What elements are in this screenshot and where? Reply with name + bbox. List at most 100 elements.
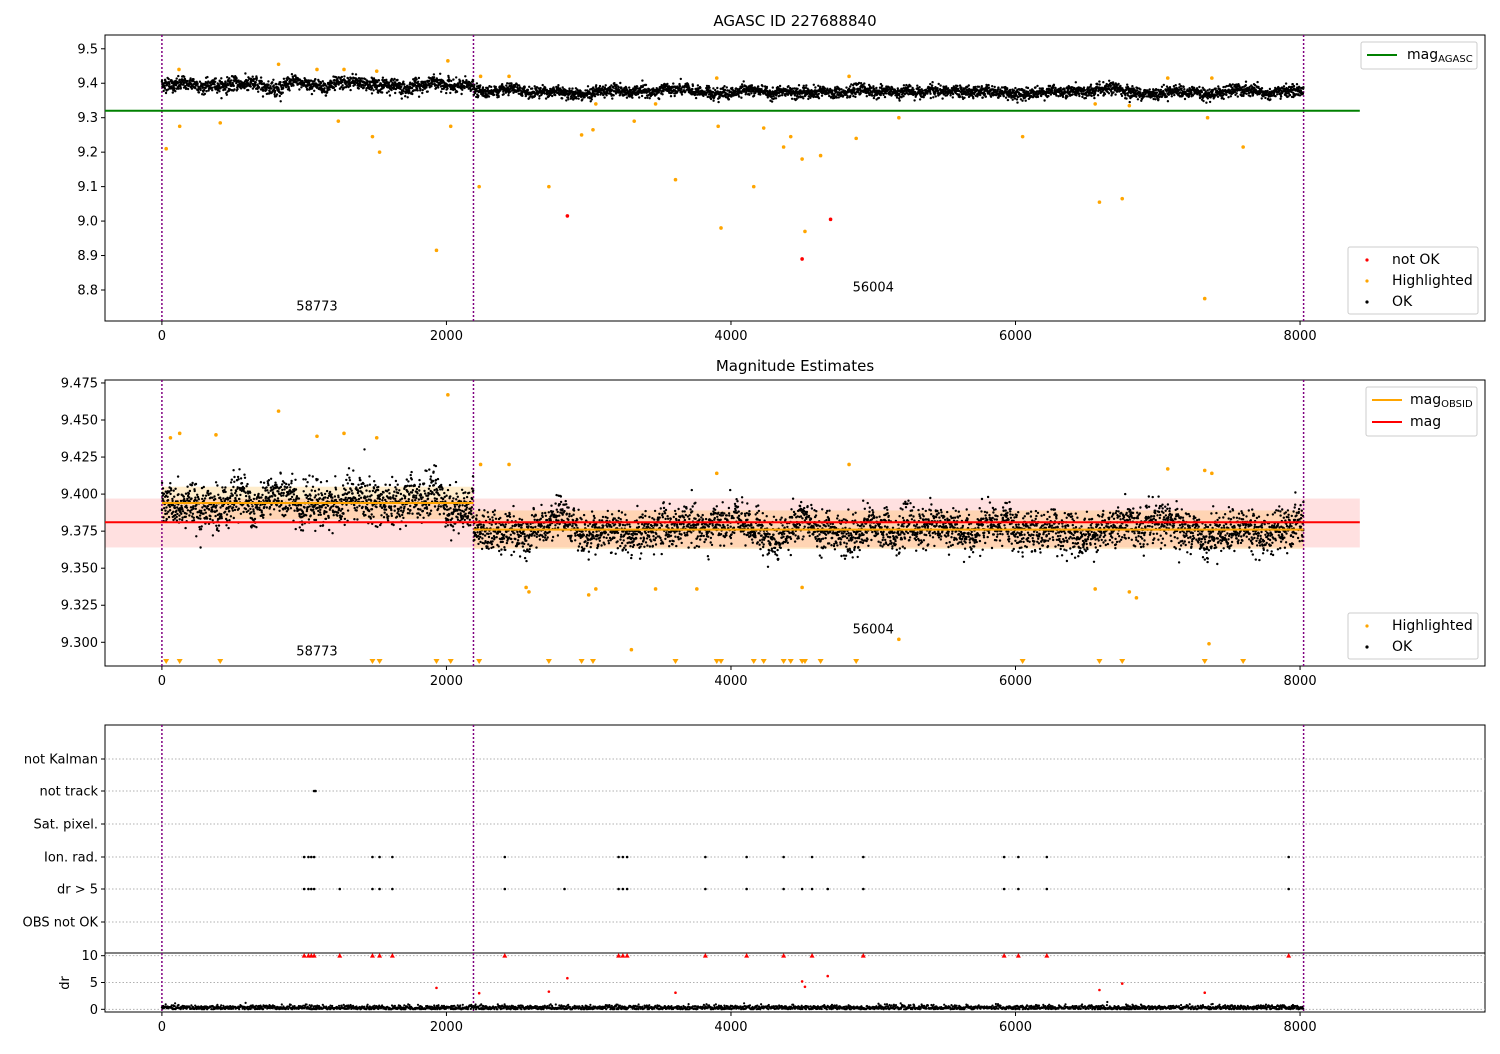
ok-point (630, 89, 632, 91)
ok-point (672, 82, 674, 84)
ok-point (450, 80, 452, 82)
ok-point (253, 78, 255, 80)
ok-point (490, 86, 492, 88)
ok-point (1236, 92, 1238, 94)
ok-point (972, 97, 974, 99)
ok-point (935, 95, 937, 97)
ok-point (464, 86, 466, 88)
ok-point (821, 95, 823, 97)
ok-point (772, 86, 774, 88)
ok-point (557, 84, 559, 86)
ok-point (354, 84, 356, 86)
ok-point (333, 79, 335, 81)
ok-point (1157, 98, 1159, 100)
ok-point (751, 84, 753, 86)
ok-point (203, 89, 205, 91)
ok-point (211, 89, 213, 91)
ok-point (378, 79, 380, 81)
ok-point (577, 98, 579, 100)
ok-point (817, 85, 819, 87)
ok-point (681, 93, 683, 95)
ok-point (334, 89, 336, 91)
ok-point (449, 92, 451, 94)
ok-point (1102, 81, 1104, 83)
ok-point (1289, 94, 1291, 96)
ok-point (459, 80, 461, 82)
ok-point (1001, 86, 1003, 88)
ok-point (791, 98, 793, 100)
ok-point (846, 95, 848, 97)
ok-point (422, 89, 424, 91)
ok-point (1280, 95, 1282, 97)
ok-point (1025, 100, 1027, 102)
ok-point (1135, 96, 1137, 98)
ok-point (1013, 89, 1015, 91)
ok-point (641, 95, 643, 97)
ok-point (1108, 80, 1110, 82)
ok-point (1217, 85, 1219, 87)
ok-point (314, 78, 316, 80)
ok-point (1094, 93, 1096, 95)
ok-point (611, 97, 613, 99)
ok-point (371, 92, 373, 94)
ok-point (1139, 88, 1141, 90)
ok-point (1249, 95, 1251, 97)
ok-point (649, 97, 651, 99)
ok-point (771, 100, 773, 102)
ok-point (568, 87, 570, 89)
ok-point (1060, 87, 1062, 89)
ok-point (636, 85, 638, 87)
ok-point (997, 86, 999, 88)
ok-point (863, 82, 865, 84)
ok-point (419, 88, 421, 90)
ok-point (798, 84, 800, 86)
ok-point (743, 80, 745, 82)
ok-point (260, 76, 262, 78)
ok-point (168, 83, 170, 85)
ok-point (902, 95, 904, 97)
ok-point (779, 94, 781, 96)
ok-point (390, 89, 392, 91)
ok-point (178, 88, 180, 90)
ok-point (343, 75, 345, 77)
ok-point (1126, 84, 1128, 86)
ok-point (1274, 95, 1276, 97)
ok-point (400, 86, 402, 88)
ok-point (272, 79, 274, 81)
ok-point (341, 84, 343, 86)
ok-point (873, 97, 875, 99)
ok-point (236, 88, 238, 90)
ok-point (1042, 87, 1044, 89)
ok-point (1066, 95, 1068, 97)
ok-point (1232, 83, 1234, 85)
ok-point (172, 91, 174, 93)
ok-point (257, 91, 259, 93)
ok-point (674, 95, 676, 97)
ok-point (542, 84, 544, 86)
ok-point (819, 86, 821, 88)
ok-point (1104, 93, 1106, 95)
ok-point (1166, 95, 1168, 97)
ok-point (1014, 87, 1016, 89)
ok-point (1131, 85, 1133, 87)
ok-point (544, 87, 546, 89)
ok-point (495, 86, 497, 88)
ok-point (565, 99, 567, 101)
ok-point (1049, 85, 1051, 87)
ok-point (587, 85, 589, 87)
ok-point (1156, 91, 1158, 93)
ok-point (1037, 96, 1039, 98)
ok-point (854, 93, 856, 95)
ok-point (919, 98, 921, 100)
ok-point (805, 84, 807, 86)
ok-point (1027, 87, 1029, 89)
ok-point (679, 85, 681, 87)
ok-point (988, 87, 990, 89)
ok-point (519, 86, 521, 88)
ok-point (288, 89, 290, 91)
ok-point (282, 87, 284, 89)
ok-point (430, 85, 432, 87)
ok-point (631, 97, 633, 99)
ok-point (235, 77, 237, 79)
